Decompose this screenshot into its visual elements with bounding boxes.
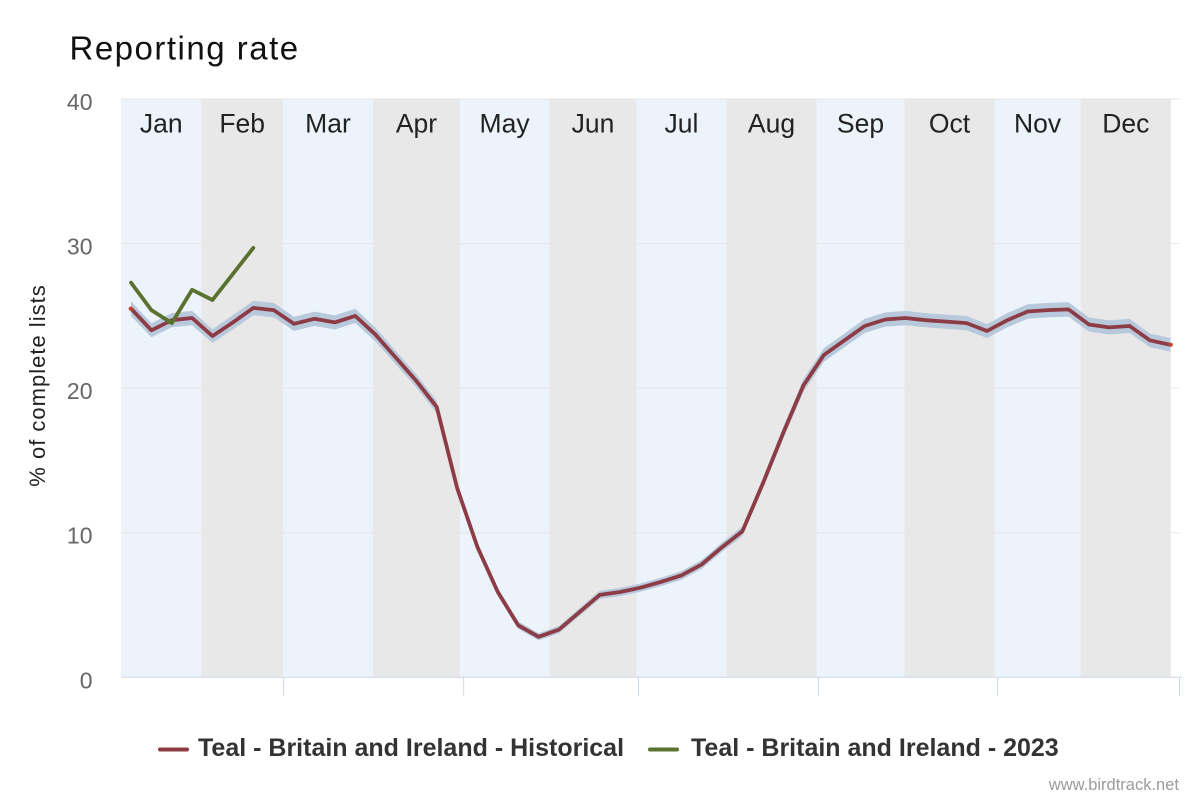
svg-text:Teal - Britain and Ireland - H: Teal - Britain and Ireland - Historical [198, 734, 624, 762]
svg-text:10: 10 [67, 523, 93, 549]
svg-text:Nov: Nov [1014, 109, 1062, 139]
svg-text:Sep: Sep [837, 109, 884, 139]
svg-text:Apr: Apr [396, 109, 437, 139]
svg-text:20: 20 [67, 378, 93, 404]
svg-text:Dec: Dec [1102, 109, 1149, 139]
svg-text:0: 0 [80, 667, 93, 693]
svg-text:Feb: Feb [219, 109, 265, 139]
svg-text:Mar: Mar [305, 109, 351, 139]
svg-text:30: 30 [67, 234, 93, 260]
svg-text:Jan: Jan [140, 109, 183, 139]
svg-text:Jun: Jun [572, 109, 615, 139]
svg-text:Aug: Aug [748, 109, 795, 139]
svg-text:% of complete lists: % of complete lists [25, 284, 50, 486]
svg-text:Teal - Britain and Ireland - 2: Teal - Britain and Ireland - 2023 [691, 734, 1059, 762]
svg-text:Oct: Oct [929, 109, 971, 139]
svg-text:www.birdtrack.net: www.birdtrack.net [1048, 776, 1180, 794]
svg-text:May: May [480, 109, 531, 139]
svg-text:Reporting rate: Reporting rate [70, 30, 300, 67]
svg-text:Jul: Jul [665, 109, 699, 139]
svg-text:40: 40 [67, 89, 93, 115]
